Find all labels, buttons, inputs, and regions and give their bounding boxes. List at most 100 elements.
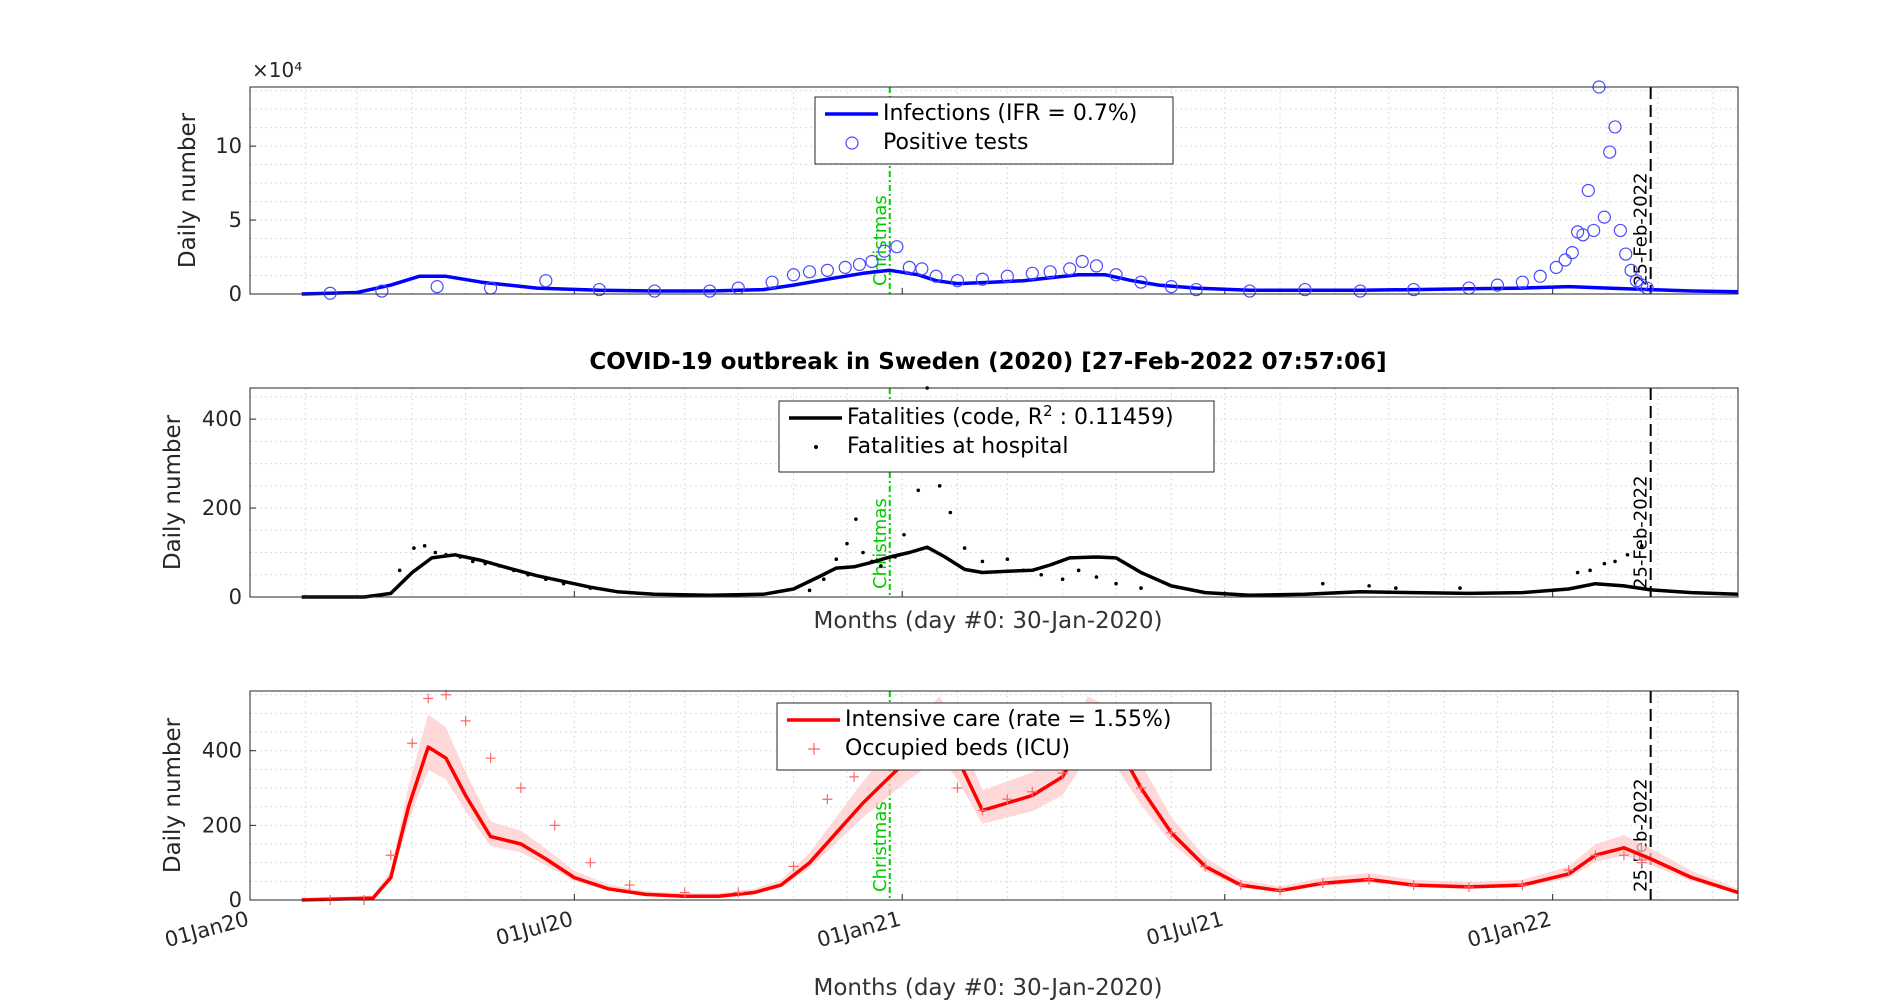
- data-point: [1021, 568, 1026, 573]
- data-point: [407, 738, 418, 749]
- data-point: [1549, 260, 1563, 274]
- data-point: [460, 715, 471, 726]
- data-point: [526, 572, 530, 577]
- data-point: [1517, 880, 1528, 891]
- end-date-label: 25-Feb-2022: [1631, 778, 1652, 892]
- data-point: [1602, 561, 1607, 566]
- data-point: [1603, 145, 1617, 159]
- legend-box: [776, 702, 1212, 771]
- y-axis-label: Daily number: [160, 414, 186, 570]
- y-tick-label: 0: [229, 585, 242, 609]
- data-point: [592, 282, 606, 297]
- data-point: [1063, 262, 1077, 276]
- data-point: [497, 564, 502, 568]
- data-point: [1624, 263, 1638, 277]
- data-point: [849, 771, 860, 782]
- y-tick-label: 5: [229, 208, 242, 232]
- data-point: [952, 783, 963, 794]
- data-point: [865, 254, 879, 269]
- data-point: [733, 887, 744, 898]
- data-point: [977, 805, 988, 816]
- data-point: [1608, 120, 1622, 134]
- legend-box: [778, 400, 1215, 473]
- data-point: [975, 272, 990, 286]
- data-point: [1200, 861, 1211, 872]
- data-point: [916, 488, 921, 493]
- data-point: [877, 244, 892, 258]
- data-point: [834, 557, 839, 562]
- data-point: [1002, 794, 1013, 805]
- y-tick-label: 0: [229, 888, 242, 912]
- y-axis-exponent: ×10⁴: [252, 58, 302, 82]
- data-point: [1515, 275, 1529, 289]
- data-point: [1089, 259, 1104, 273]
- data-point: [1000, 269, 1014, 283]
- data-point: [1463, 881, 1474, 892]
- data-point: [470, 559, 475, 564]
- legend-entry-label: Fatalities at hospital: [847, 434, 1068, 459]
- data-point: [948, 510, 953, 515]
- data-point: [1134, 275, 1148, 289]
- data-point: [1076, 568, 1081, 573]
- data-point: [929, 269, 943, 283]
- data-point: [807, 588, 812, 593]
- series-line: [301, 268, 1739, 296]
- data-point: [1581, 183, 1595, 198]
- data-point: [1139, 586, 1143, 590]
- data-point: [444, 552, 448, 557]
- data-point: [1367, 584, 1371, 588]
- data-point: [323, 286, 337, 300]
- data-point: [430, 280, 444, 294]
- legend-marker-swatch: [845, 136, 859, 150]
- data-point: [1575, 570, 1580, 575]
- data-point: [1394, 586, 1398, 590]
- data-point: [1027, 786, 1038, 797]
- data-point: [1364, 874, 1375, 885]
- legend-entry-label: Intensive care (rate = 1.55%): [845, 707, 1172, 732]
- christmas-label: Christmas: [870, 195, 891, 286]
- data-point: [1597, 210, 1611, 224]
- y-tick-label: 200: [202, 496, 242, 520]
- data-point: [1565, 246, 1579, 260]
- data-point: [679, 887, 690, 898]
- end-date-label: 25-Feb-2022: [1631, 475, 1652, 589]
- data-point: [1243, 284, 1257, 298]
- figure-title: COVID-19 outbreak in Sweden (2020) [27-F…: [589, 349, 1386, 375]
- data-point: [412, 546, 416, 550]
- x-tick-label: 01Jan21: [814, 907, 903, 952]
- data-point: [483, 561, 488, 566]
- y-tick-label: 400: [202, 739, 242, 763]
- data-point: [1060, 577, 1065, 582]
- data-point: [1588, 568, 1592, 573]
- data-point: [1590, 850, 1601, 861]
- data-point: [1317, 878, 1328, 889]
- legend-entry-label: Fatalities (code, R2 : 0.11459): [847, 402, 1174, 430]
- data-point: [423, 693, 434, 704]
- y-axis-label: Daily number: [175, 112, 201, 268]
- end-date-label: 25-Feb-2022: [1631, 172, 1652, 286]
- data-point: [544, 577, 548, 582]
- data-point: [1353, 284, 1367, 298]
- data-point: [861, 550, 865, 555]
- data-point: [1639, 544, 1644, 548]
- legend-marker-swatch: [808, 743, 820, 755]
- legend-box: [814, 96, 1174, 165]
- data-point: [822, 794, 833, 805]
- data-point: [385, 850, 396, 861]
- data-point: [458, 555, 463, 559]
- data-point: [902, 260, 916, 274]
- data-point: [624, 880, 635, 891]
- data-point: [1114, 581, 1118, 586]
- data-point: [962, 546, 967, 550]
- data-point: [511, 568, 516, 573]
- data-point: [1613, 559, 1617, 564]
- data-point: [1618, 850, 1629, 861]
- data-point: [980, 559, 985, 564]
- y-tick-label: 10: [215, 134, 242, 158]
- axes-box: [249, 690, 1739, 901]
- data-point: [879, 564, 883, 568]
- data-point: [1039, 572, 1044, 577]
- data-point: [1636, 857, 1647, 868]
- data-point: [1558, 253, 1572, 267]
